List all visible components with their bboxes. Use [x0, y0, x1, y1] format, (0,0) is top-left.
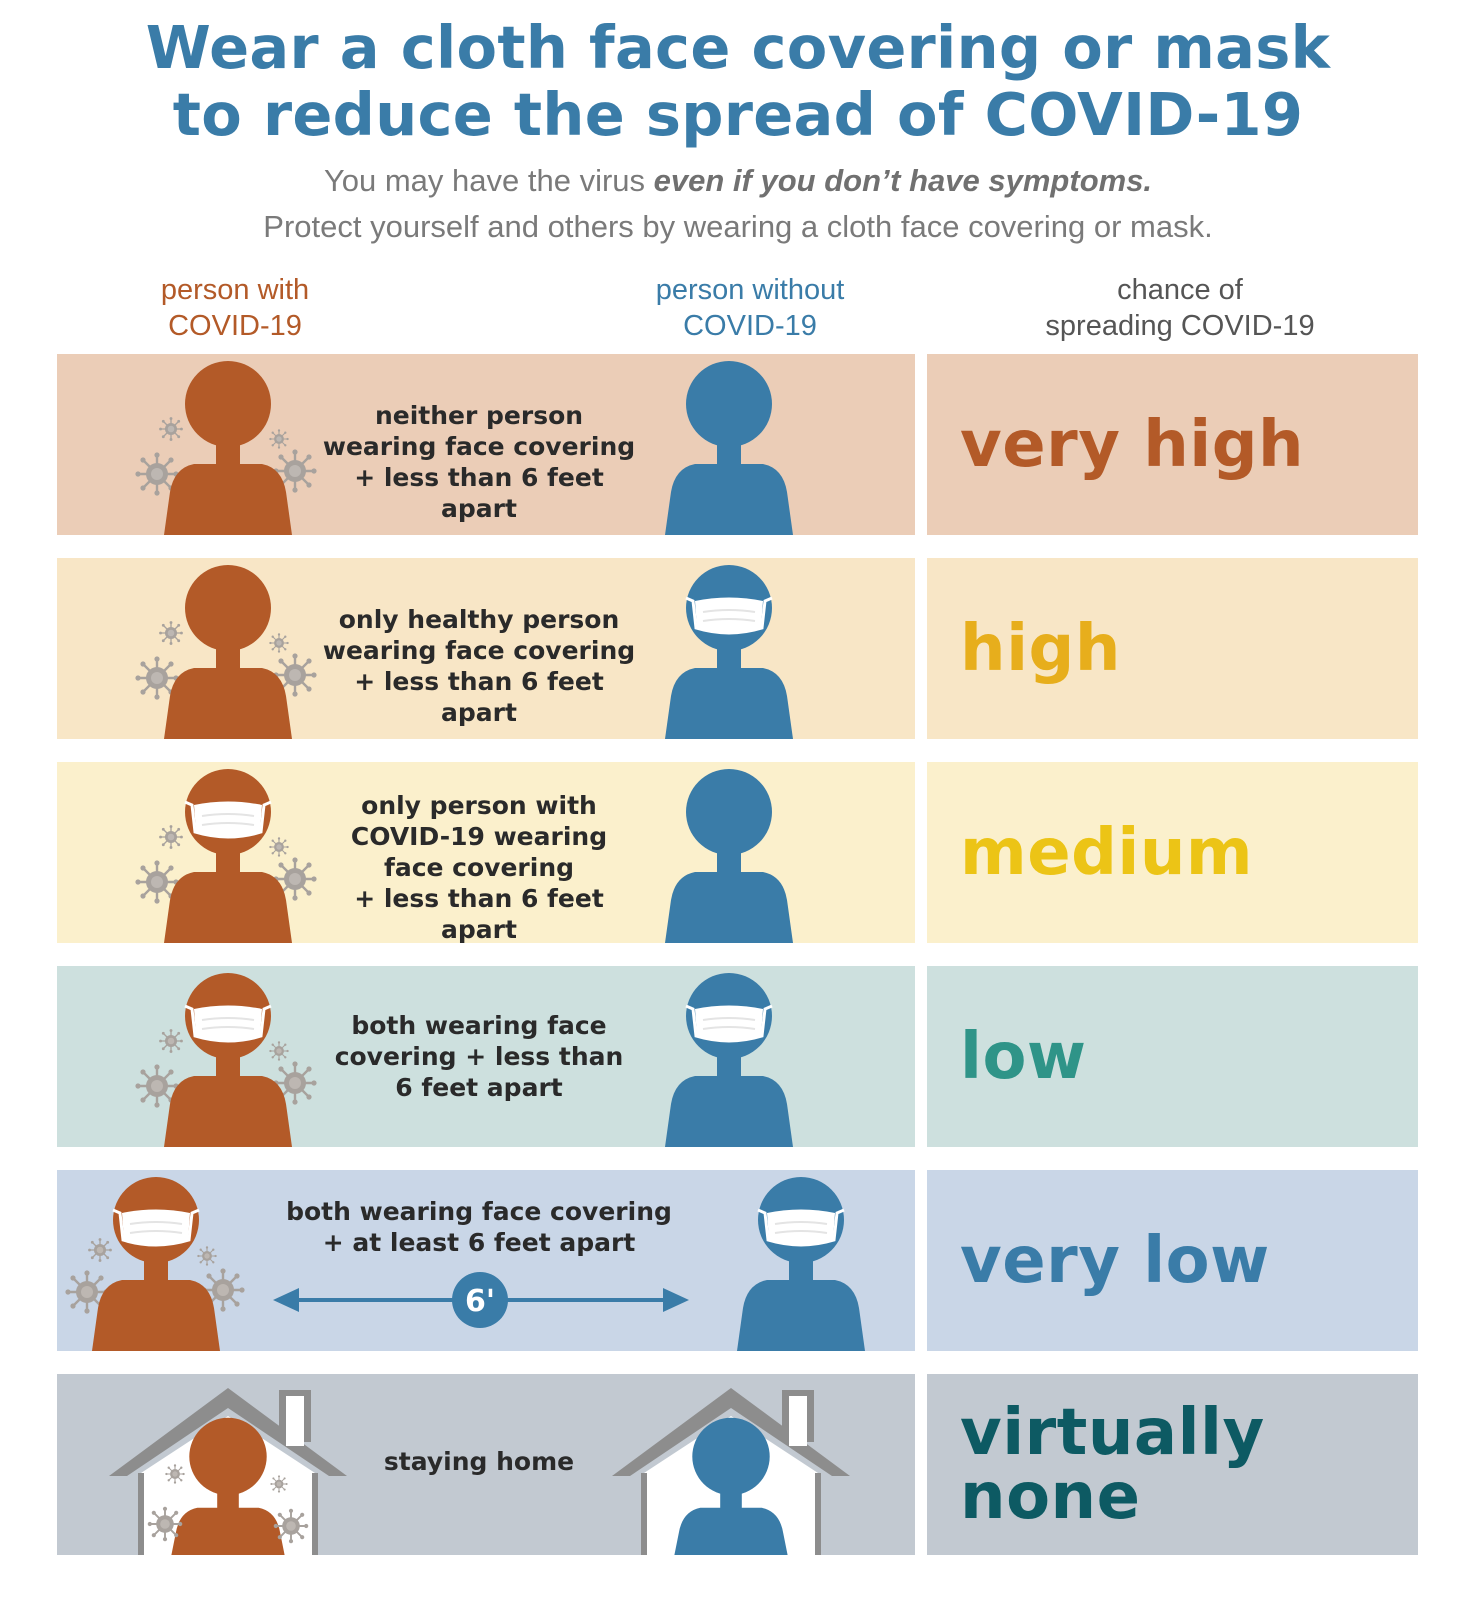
- column-header-chance: chance of spreading COVID-19: [990, 272, 1370, 344]
- person-with-covid-icon: [164, 769, 292, 943]
- title-line-2: to reduce the spread of COVID-19: [172, 80, 1304, 149]
- scenario-text: only person with COVID-19 wearing face c…: [319, 790, 639, 943]
- virus-icon: [268, 1040, 290, 1062]
- scenario-line: wearing face covering: [322, 636, 636, 665]
- scenario-text: both wearing face covering + less than 6…: [319, 1010, 639, 1103]
- subtitle: You may have the virus even if you don’t…: [0, 158, 1476, 250]
- person-with-covid-icon: [164, 973, 292, 1147]
- scenario-illustration: [109, 1388, 850, 1555]
- scenario-line: covering + less than: [334, 1042, 624, 1071]
- subtitle-line-2: Protect yourself and others by wearing a…: [263, 209, 1213, 244]
- title-line-1: Wear a cloth face covering or mask: [145, 13, 1331, 82]
- scenario-line: wearing face covering: [322, 432, 636, 461]
- virus-icon: [158, 1028, 184, 1054]
- person-without-covid-icon: [665, 769, 793, 943]
- scenario-text: both wearing face covering + at least 6 …: [279, 1196, 679, 1258]
- risk-label: medium: [960, 815, 1254, 890]
- virus-icon: [272, 1507, 310, 1545]
- virus-icon: [196, 1245, 218, 1267]
- scenario-panel: only healthy person wearing face coverin…: [57, 558, 915, 739]
- scenario-text: neither person wearing face covering + l…: [319, 400, 639, 524]
- risk-panel: very low: [927, 1170, 1418, 1351]
- column-header-person-with-line-2: COVID-19: [168, 310, 302, 342]
- column-header-chance-line-2: spreading COVID-19: [1045, 310, 1315, 342]
- risk-panel: medium: [927, 762, 1418, 943]
- scenario-line: 6 feet apart: [395, 1073, 563, 1102]
- risk-label: very low: [960, 1223, 1270, 1298]
- risk-panel: high: [927, 558, 1418, 739]
- face-mask-icon: [183, 800, 273, 839]
- person-without-covid-icon: [674, 1417, 788, 1555]
- virus-icon: [146, 1505, 184, 1543]
- person-without-covid-icon: [665, 361, 793, 535]
- person-without-covid-icon: [737, 1177, 865, 1351]
- distance-badge: [452, 1272, 508, 1328]
- risk-label: low: [960, 1019, 1087, 1094]
- person-without-covid-icon: [665, 565, 793, 739]
- risk-label: very high: [960, 407, 1305, 482]
- risk-panel: low: [927, 966, 1418, 1147]
- column-header-person-with: person with COVID-19: [90, 272, 380, 344]
- person-with-covid-icon: [164, 565, 292, 739]
- virus-icon: [158, 416, 184, 442]
- scenario-line: COVID-19 wearing: [350, 822, 608, 851]
- scenario-text: only healthy person wearing face coverin…: [319, 604, 639, 728]
- face-mask-icon: [684, 1004, 774, 1043]
- virus-icon: [268, 836, 290, 858]
- virus-icon: [87, 1237, 113, 1263]
- column-header-person-with-line-1: person with: [160, 274, 310, 306]
- scenario-line: + less than 6 feet apart: [354, 463, 604, 523]
- scenario-line: + at least 6 feet apart: [322, 1228, 636, 1257]
- person-with-covid-icon: [92, 1177, 220, 1351]
- scenario-line: staying home: [383, 1447, 575, 1476]
- scenario-line: face covering: [383, 853, 575, 882]
- risk-panel: very high: [927, 354, 1418, 535]
- column-header-person-without: person without COVID-19: [590, 272, 910, 344]
- person-without-covid-icon: [665, 973, 793, 1147]
- risk-label: virtually none: [960, 1395, 1265, 1534]
- scenario-line: only healthy person: [338, 605, 620, 634]
- scenario-panel: neither person wearing face covering + l…: [57, 354, 915, 535]
- person-with-covid-icon: [164, 361, 292, 535]
- column-header-person-without-line-2: COVID-19: [683, 310, 817, 342]
- scenario-line: both wearing face: [351, 1011, 607, 1040]
- subtitle-line-1: You may have the virus even if you don’t…: [0, 158, 1476, 204]
- virus-icon: [164, 1463, 186, 1485]
- column-header-chance-line-1: chance of: [1117, 274, 1243, 306]
- page-title: Wear a cloth face covering or mask to re…: [0, 14, 1476, 148]
- scenario-illustration: 6': [64, 1177, 865, 1351]
- subtitle-emphasis: even if you don’t have symptoms.: [653, 163, 1153, 198]
- virus-icon: [269, 1474, 289, 1494]
- scenario-line: + less than 6 feet apart: [354, 884, 604, 943]
- scenario-panel: 6' both wearing face covering + at least…: [57, 1170, 915, 1351]
- scenario-line: both wearing face covering: [286, 1197, 672, 1226]
- risk-label: high: [960, 611, 1121, 686]
- scenario-panel: staying home: [57, 1374, 915, 1555]
- subtitle-line-1-text: You may have the virus: [323, 163, 654, 198]
- virus-icon: [158, 620, 184, 646]
- face-mask-icon: [756, 1208, 846, 1247]
- scenario-line: only person with: [361, 791, 597, 820]
- scenario-panel: only person with COVID-19 wearing face c…: [57, 762, 915, 943]
- risk-panel: virtually none: [927, 1374, 1418, 1555]
- face-mask-icon: [183, 1004, 273, 1043]
- scenario-line: neither person: [374, 401, 584, 430]
- virus-icon: [268, 632, 290, 654]
- scenario-panel: both wearing face covering + less than 6…: [57, 966, 915, 1147]
- scenario-text: staying home: [379, 1446, 579, 1477]
- virus-icon: [158, 824, 184, 850]
- person-with-covid-icon: [171, 1417, 285, 1555]
- face-mask-icon: [684, 596, 774, 635]
- scenario-line: + less than 6 feet apart: [354, 667, 604, 727]
- distance-label: 6': [465, 1284, 495, 1319]
- virus-icon: [268, 428, 290, 450]
- face-mask-icon: [111, 1208, 201, 1247]
- column-header-person-without-line-1: person without: [655, 274, 845, 306]
